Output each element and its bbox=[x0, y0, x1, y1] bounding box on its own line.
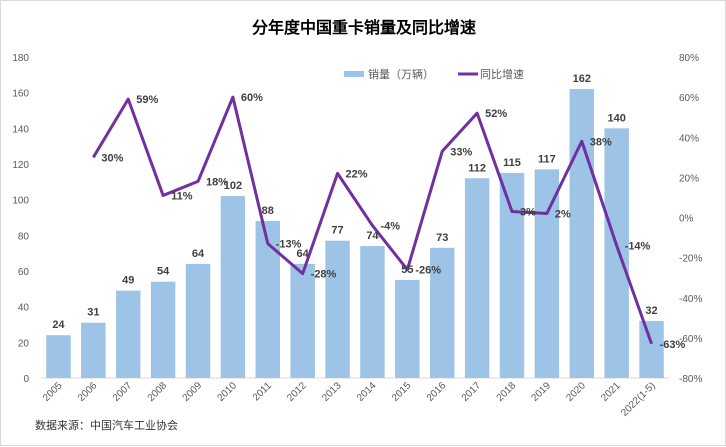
x-tick-label: 2014 bbox=[355, 380, 379, 404]
legend-label-line: 同比增速 bbox=[480, 67, 524, 81]
bar bbox=[569, 89, 594, 378]
y-right-tick-label: 20% bbox=[679, 173, 699, 184]
y-left-tick-label: 0 bbox=[23, 374, 29, 385]
bar bbox=[116, 290, 141, 378]
y-left-tick-label: 60 bbox=[18, 267, 30, 278]
bar-data-label: 31 bbox=[87, 307, 99, 319]
bar bbox=[185, 263, 211, 378]
y-left-tick-label: 160 bbox=[12, 89, 29, 100]
x-tick-label: 2018 bbox=[495, 380, 519, 404]
x-tick-label: 2015 bbox=[390, 380, 414, 404]
line-data-label: -26% bbox=[415, 265, 441, 277]
bar bbox=[534, 169, 560, 378]
bar-data-label: 88 bbox=[262, 205, 274, 217]
line-data-label: 59% bbox=[136, 94, 158, 106]
bar-data-label: 24 bbox=[52, 319, 65, 331]
bar bbox=[430, 247, 455, 378]
x-tick-label: 2013 bbox=[320, 380, 344, 404]
x-tick-label: 2019 bbox=[529, 380, 553, 404]
line-data-label: -13% bbox=[276, 239, 302, 251]
x-tick-label: 2009 bbox=[181, 380, 205, 404]
source-note: 数据来源：中国汽车工业协会 bbox=[35, 418, 178, 432]
chart-title: 分年度中国重卡销量及同比增速 bbox=[252, 18, 476, 37]
line-data-label: -28% bbox=[311, 269, 337, 281]
bar-data-label: 55 bbox=[401, 264, 413, 276]
bar-data-label: 77 bbox=[331, 225, 343, 237]
x-tick-label: 2017 bbox=[460, 380, 484, 404]
y-right-tick-label: -20% bbox=[679, 254, 702, 265]
y-right-tick-label: 80% bbox=[679, 53, 699, 64]
line-data-label: -4% bbox=[380, 221, 400, 233]
bar-data-label: 64 bbox=[297, 248, 310, 260]
x-tick-label: 2006 bbox=[76, 380, 100, 404]
bar-data-label: 140 bbox=[607, 112, 625, 124]
bar bbox=[395, 279, 420, 378]
y-left-tick-label: 180 bbox=[12, 53, 29, 64]
bar-data-label: 102 bbox=[224, 180, 242, 192]
y-left-tick-label: 140 bbox=[12, 124, 29, 135]
bar-data-label: 32 bbox=[645, 305, 657, 317]
y-right-tick-label: 0% bbox=[679, 214, 694, 225]
y-right-tick-label: 40% bbox=[679, 133, 699, 144]
legend-label-bar: 销量（万辆） bbox=[368, 67, 434, 81]
line-data-label: 22% bbox=[346, 168, 368, 180]
x-tick-label: 2005 bbox=[41, 380, 65, 404]
bar bbox=[290, 263, 315, 378]
x-tick-label: 2021 bbox=[599, 380, 623, 404]
growth-line bbox=[92, 95, 653, 345]
bar bbox=[325, 240, 350, 378]
bar bbox=[46, 335, 71, 378]
line-data-label: 38% bbox=[590, 136, 612, 148]
legend: 销量（万辆） 同比增速 bbox=[344, 67, 524, 81]
bar-data-label: 74 bbox=[366, 230, 379, 242]
line-data-label: -63% bbox=[660, 339, 686, 351]
line-data-label: 3% bbox=[520, 206, 536, 218]
bar-data-label: 64 bbox=[192, 248, 205, 260]
bar bbox=[639, 320, 664, 378]
bar bbox=[499, 172, 525, 378]
bar-data-label: 73 bbox=[436, 232, 448, 244]
bar-data-label: 115 bbox=[503, 157, 521, 169]
line-data-label: 2% bbox=[555, 208, 571, 220]
y-right-tick-label: -60% bbox=[679, 334, 702, 345]
bar bbox=[150, 281, 176, 378]
bar-data-label: 117 bbox=[538, 153, 556, 165]
bar bbox=[464, 178, 490, 378]
x-tick-label: 2020 bbox=[564, 380, 588, 404]
y-left-tick-label: 100 bbox=[12, 196, 29, 207]
line-data-label: 11% bbox=[171, 190, 193, 202]
x-tick-label: 2010 bbox=[215, 380, 239, 404]
bar bbox=[604, 128, 629, 378]
line-data-label: 30% bbox=[101, 152, 123, 164]
x-tick-label: 2012 bbox=[285, 380, 309, 404]
bar bbox=[81, 322, 106, 378]
bar-data-label: 49 bbox=[122, 275, 134, 287]
legend-swatch-bar bbox=[344, 71, 364, 77]
line-data-label: 18% bbox=[206, 176, 228, 188]
x-tick-label: 2022(1-5) bbox=[619, 380, 657, 418]
bar bbox=[220, 196, 246, 378]
bar-data-label: 112 bbox=[468, 162, 486, 174]
x-tick-label: 2008 bbox=[146, 380, 170, 404]
x-tick-label: 2016 bbox=[425, 380, 449, 404]
y-left-tick-label: 40 bbox=[18, 303, 30, 314]
bar bbox=[360, 246, 385, 378]
y-left-tick-label: 120 bbox=[12, 160, 29, 171]
bar bbox=[255, 221, 280, 378]
y-left-tick-label: 20 bbox=[18, 338, 30, 349]
line-data-label: 52% bbox=[485, 108, 507, 120]
bar-data-label: 54 bbox=[157, 266, 170, 278]
line-data-label: 60% bbox=[241, 92, 263, 104]
x-tick-label: 2007 bbox=[111, 380, 135, 404]
y-right-tick-label: -40% bbox=[679, 294, 702, 305]
line-data-label: 33% bbox=[450, 146, 472, 158]
bar-data-label: 162 bbox=[573, 73, 591, 85]
line-data-label: -14% bbox=[625, 241, 651, 253]
y-right-tick-label: -80% bbox=[679, 374, 702, 385]
x-tick-label: 2011 bbox=[251, 380, 274, 403]
y-left-tick-label: 80 bbox=[18, 231, 30, 242]
y-right-tick-label: 60% bbox=[679, 93, 699, 104]
